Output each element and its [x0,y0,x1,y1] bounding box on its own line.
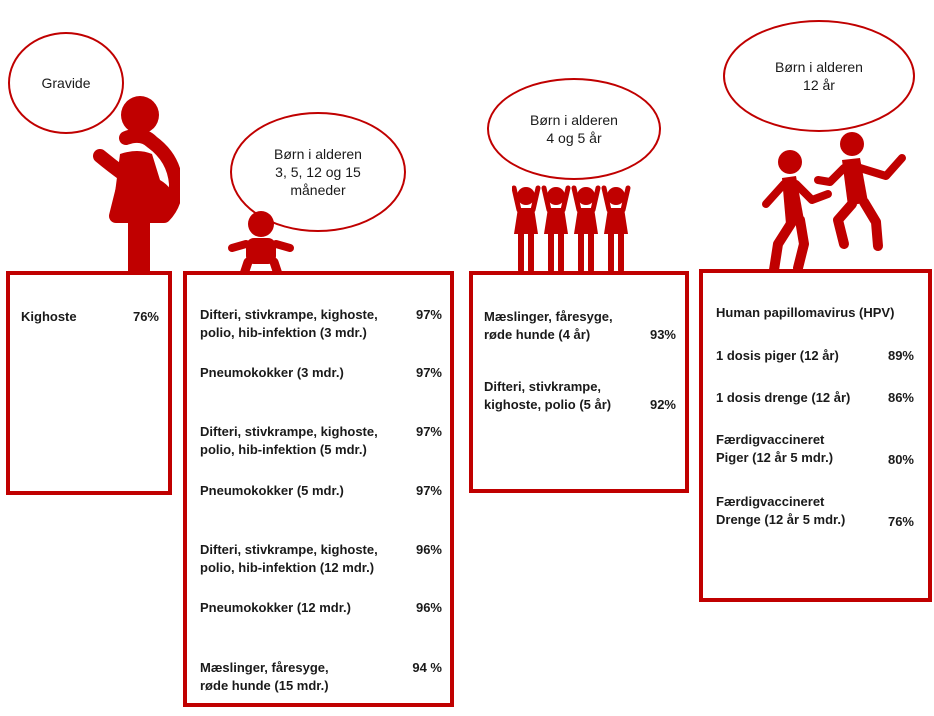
coverage-value: 96% [415,542,442,557]
coverage-value: 96% [415,600,442,615]
bubble-label: Børn i alderen 12 år [775,59,863,93]
bubble-label: Børn i alderen 3, 5, 12 og 15 måneder [274,146,362,198]
coverage-value: 92% [649,397,676,412]
vaccine-label: Difteri, stivkrampe, kighoste, polio, hi… [200,424,378,457]
table-row: Færdigvaccineret Drenge (12 år 5 mdr.) 7… [716,493,914,531]
coverage-value: 97% [415,365,442,380]
vaccine-label: Kighoste [21,309,77,324]
vaccine-label: 1 dosis piger (12 år) [716,348,839,363]
teenagers-icon [762,132,906,273]
bubble-label: Børn i alderen 4 og 5 år [530,112,618,146]
table-row: Pneumokokker (3 mdr.) 97% [200,364,442,382]
coverage-value: 80% [887,452,914,467]
table-row: 1 dosis drenge (12 år) 86% [716,389,914,407]
vaccine-label: 1 dosis drenge (12 år) [716,390,851,405]
table-row: Human papillomavirus (HPV) [716,304,914,322]
table-row: Mæslinger, fåresyge, røde hunde (4 år) 9… [484,308,676,344]
bubble-label: Gravide [41,75,91,91]
vaccine-label: Pneumokokker (12 mdr.) [200,600,351,615]
table-row: Pneumokokker (12 mdr.) 96% [200,599,442,617]
coverage-value: 86% [887,390,914,405]
bubble-infants: Børn i alderen 3, 5, 12 og 15 måneder [230,112,406,232]
vaccine-label: Færdigvaccineret Drenge (12 år 5 mdr.) [716,494,846,527]
box-pregnant: Kighoste 76% [6,271,172,495]
table-row: 1 dosis piger (12 år) 89% [716,347,914,365]
table-row: Difteri, stivkrampe, kighoste, polio, hi… [200,306,442,342]
coverage-value: 94 % [412,660,442,675]
vaccine-label: Mæslinger, fåresyge, røde hunde (4 år) [484,309,613,342]
vaccine-label: Pneumokokker (3 mdr.) [200,365,344,380]
vaccine-label: Mæslinger, fåresyge, røde hunde (15 mdr.… [200,660,329,693]
coverage-value: 97% [415,483,442,498]
pregnant-woman-icon [93,96,180,272]
table-row: Færdigvaccineret Piger (12 år 5 mdr.) 80… [716,431,914,469]
children-group-icon [512,182,642,272]
vaccine-label: Human papillomavirus (HPV) [716,305,895,320]
coverage-value: 89% [887,348,914,363]
coverage-value: 93% [649,327,676,342]
box-preschool: Mæslinger, fåresyge, røde hunde (4 år) 9… [469,271,689,493]
bubble-twelve: Børn i alderen 12 år [723,20,915,132]
vaccine-label: Difteri, stivkrampe, kighoste, polio, hi… [200,307,378,340]
vaccine-label: Færdigvaccineret Piger (12 år 5 mdr.) [716,432,834,465]
bubble-pregnant: Gravide [8,32,124,134]
bubble-preschool: Børn i alderen 4 og 5 år [487,78,661,180]
coverage-value: 97% [415,307,442,322]
coverage-value: 97% [415,424,442,439]
table-row: Pneumokokker (5 mdr.) 97% [200,482,442,500]
vaccine-label: Difteri, stivkrampe, kighoste, polio, hi… [200,542,378,575]
table-row: Mæslinger, fåresyge, røde hunde (15 mdr.… [200,659,442,695]
vaccine-label: Difteri, stivkrampe, kighoste, polio (5 … [484,379,612,412]
table-row: Kighoste 76% [21,308,159,326]
coverage-value: 76% [887,514,914,529]
box-twelve: Human papillomavirus (HPV) 1 dosis piger… [699,269,932,602]
table-row: Difteri, stivkrampe, kighoste, polio, hi… [200,423,442,459]
table-row: Difteri, stivkrampe, kighoste, polio (5 … [484,378,676,414]
baby-icon [228,211,294,279]
table-row: Difteri, stivkrampe, kighoste, polio, hi… [200,541,442,577]
coverage-value: 76% [132,309,159,324]
box-infants: Difteri, stivkrampe, kighoste, polio, hi… [183,271,454,707]
vaccine-label: Pneumokokker (5 mdr.) [200,483,344,498]
